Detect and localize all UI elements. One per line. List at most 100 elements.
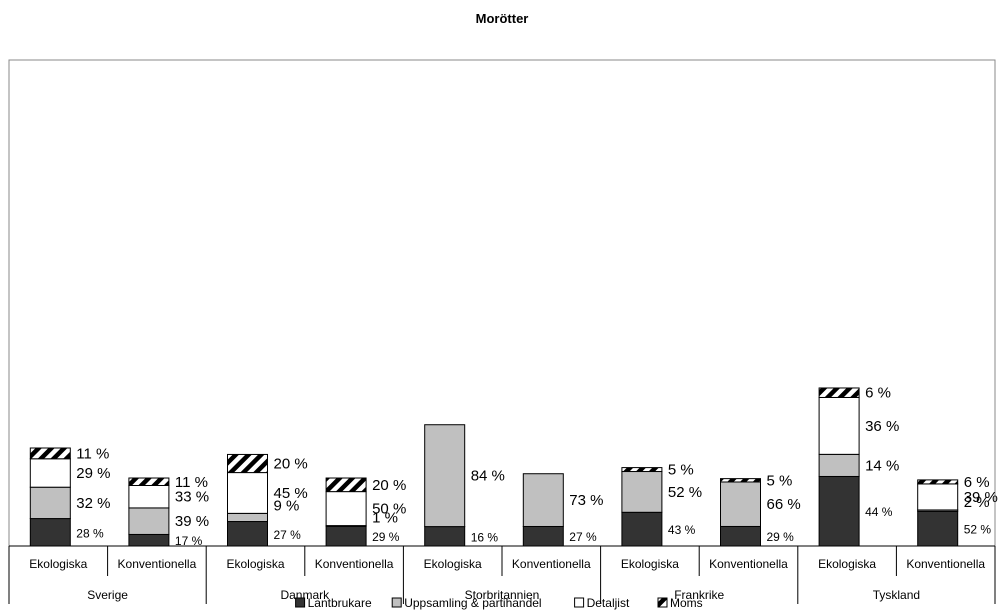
category-label: Konventionella bbox=[906, 557, 985, 571]
bar-frankrike-ekologiska bbox=[621, 467, 663, 547]
data-label: 9 % bbox=[274, 497, 300, 514]
category-label: Ekologiska bbox=[29, 557, 87, 571]
bar-segment-moms bbox=[621, 467, 663, 473]
bar-segment-moms bbox=[325, 477, 367, 493]
data-label: 84 % bbox=[471, 468, 505, 485]
chart-title: Morötter bbox=[476, 11, 529, 26]
legend-swatch bbox=[574, 597, 585, 608]
legend-label: Detaljist bbox=[587, 596, 630, 610]
bar-segment-uppsamling-partihandel bbox=[227, 512, 268, 523]
data-label: 6 % bbox=[865, 385, 891, 402]
category-label: Konventionella bbox=[709, 557, 788, 571]
bar-segment-uppsamling-partihandel bbox=[29, 486, 71, 520]
data-label: 6 % bbox=[964, 474, 990, 491]
data-label: 14 % bbox=[865, 457, 899, 474]
bar-sverige-konventionella bbox=[128, 477, 170, 547]
data-label: 45 % bbox=[274, 485, 308, 502]
bar-segment-moms bbox=[818, 387, 860, 398]
bar-segment-detaljist bbox=[325, 491, 367, 527]
bar-storbritannien-ekologiska bbox=[424, 424, 466, 547]
data-label: 1 % bbox=[372, 510, 398, 527]
bar-tyskland-ekologiska bbox=[818, 387, 860, 547]
bar-segment-moms bbox=[29, 447, 71, 460]
bar-segment-moms bbox=[227, 453, 268, 474]
bar-segment-uppsamling-partihandel bbox=[818, 453, 860, 477]
group-label: Danmark bbox=[280, 588, 330, 602]
legend-swatch bbox=[391, 597, 402, 608]
bar-segment-detaljist bbox=[128, 484, 170, 509]
bar-segment-lantbrukare bbox=[128, 533, 170, 547]
bar-segment-lantbrukare bbox=[917, 510, 959, 547]
bar-segment-moms bbox=[917, 479, 959, 485]
data-label: 29 % bbox=[767, 530, 795, 544]
legend-swatch bbox=[657, 597, 668, 608]
data-label: 17 % bbox=[175, 534, 203, 548]
data-label: 20 % bbox=[372, 477, 406, 494]
data-label: 44 % bbox=[865, 505, 893, 519]
legend-label: Moms bbox=[670, 596, 703, 610]
category-label: Konventionella bbox=[315, 557, 394, 571]
bar-segment-lantbrukare bbox=[227, 521, 268, 547]
legend-label: Lantbrukare bbox=[308, 596, 372, 610]
data-label: 52 % bbox=[668, 484, 702, 501]
data-label: 16 % bbox=[471, 530, 499, 544]
bar-segment-lantbrukare bbox=[522, 525, 564, 547]
bar-segment-lantbrukare bbox=[621, 511, 663, 547]
data-label: 11 % bbox=[175, 474, 208, 491]
data-label: 11 % bbox=[76, 445, 109, 462]
legend: Lantbrukare Uppsamling & partihandel Detal… bbox=[295, 596, 703, 610]
data-label: 33 % bbox=[175, 489, 209, 506]
category-label: Ekologiska bbox=[818, 557, 876, 571]
bar-segment-uppsamling-partihandel bbox=[621, 471, 663, 513]
category-label: Konventionella bbox=[512, 557, 591, 571]
bar-segment-lantbrukare bbox=[325, 525, 367, 547]
data-label: 39 % bbox=[964, 489, 998, 506]
legend-label: Uppsamling & partihandel bbox=[404, 596, 541, 610]
bar-segment-lantbrukare bbox=[720, 525, 761, 547]
category-label: Ekologiska bbox=[226, 557, 284, 571]
bar-segment-detaljist bbox=[818, 396, 860, 455]
legend-swatch bbox=[295, 597, 306, 608]
group-label: Tyskland bbox=[873, 588, 920, 602]
category-label: Ekologiska bbox=[424, 557, 482, 571]
group-label: Sverige bbox=[87, 588, 128, 602]
data-label: 29 % bbox=[76, 465, 110, 482]
data-label: 5 % bbox=[668, 462, 694, 479]
data-label: 27 % bbox=[274, 528, 302, 542]
data-label: 66 % bbox=[767, 496, 801, 513]
bar-segment-lantbrukare bbox=[818, 475, 860, 547]
bar-segment-detaljist bbox=[29, 458, 71, 488]
bar-danmark-ekologiska bbox=[227, 453, 268, 547]
data-label: 43 % bbox=[668, 523, 696, 537]
bar-frankrike-konventionella bbox=[720, 478, 761, 547]
data-label: 29 % bbox=[372, 530, 400, 544]
data-label: 32 % bbox=[76, 495, 110, 512]
bar-segment-moms bbox=[720, 478, 761, 483]
bar-segment-uppsamling-partihandel bbox=[720, 481, 761, 527]
data-label: 27 % bbox=[569, 530, 597, 544]
bar-segment-uppsamling-partihandel bbox=[424, 424, 466, 528]
data-label: 5 % bbox=[767, 472, 793, 489]
data-label: 73 % bbox=[569, 492, 603, 509]
data-label: 52 % bbox=[964, 523, 992, 537]
bar-tyskland-konventionella bbox=[917, 479, 959, 547]
data-label: 36 % bbox=[865, 418, 899, 435]
category-label: Ekologiska bbox=[621, 557, 679, 571]
bar-danmark-konventionella bbox=[325, 477, 367, 547]
data-label: 39 % bbox=[175, 513, 209, 530]
category-label: Konventionella bbox=[118, 557, 197, 571]
bar-sverige-ekologiska bbox=[29, 447, 71, 547]
bar-segment-detaljist bbox=[227, 472, 268, 514]
bar-segment-lantbrukare bbox=[29, 518, 71, 547]
data-label: 50 % bbox=[372, 501, 406, 518]
group-label: Storbritannien bbox=[465, 588, 540, 602]
data-label: 20 % bbox=[274, 456, 308, 473]
bar-segment-moms bbox=[128, 477, 170, 486]
bar-storbritannien-konventionella bbox=[522, 473, 564, 547]
bar-segment-detaljist bbox=[917, 483, 959, 511]
group-label: Frankrike bbox=[674, 588, 724, 602]
data-label: 28 % bbox=[76, 526, 104, 540]
bar-segment-lantbrukare bbox=[424, 526, 466, 547]
data-label: 2 % bbox=[964, 494, 990, 511]
